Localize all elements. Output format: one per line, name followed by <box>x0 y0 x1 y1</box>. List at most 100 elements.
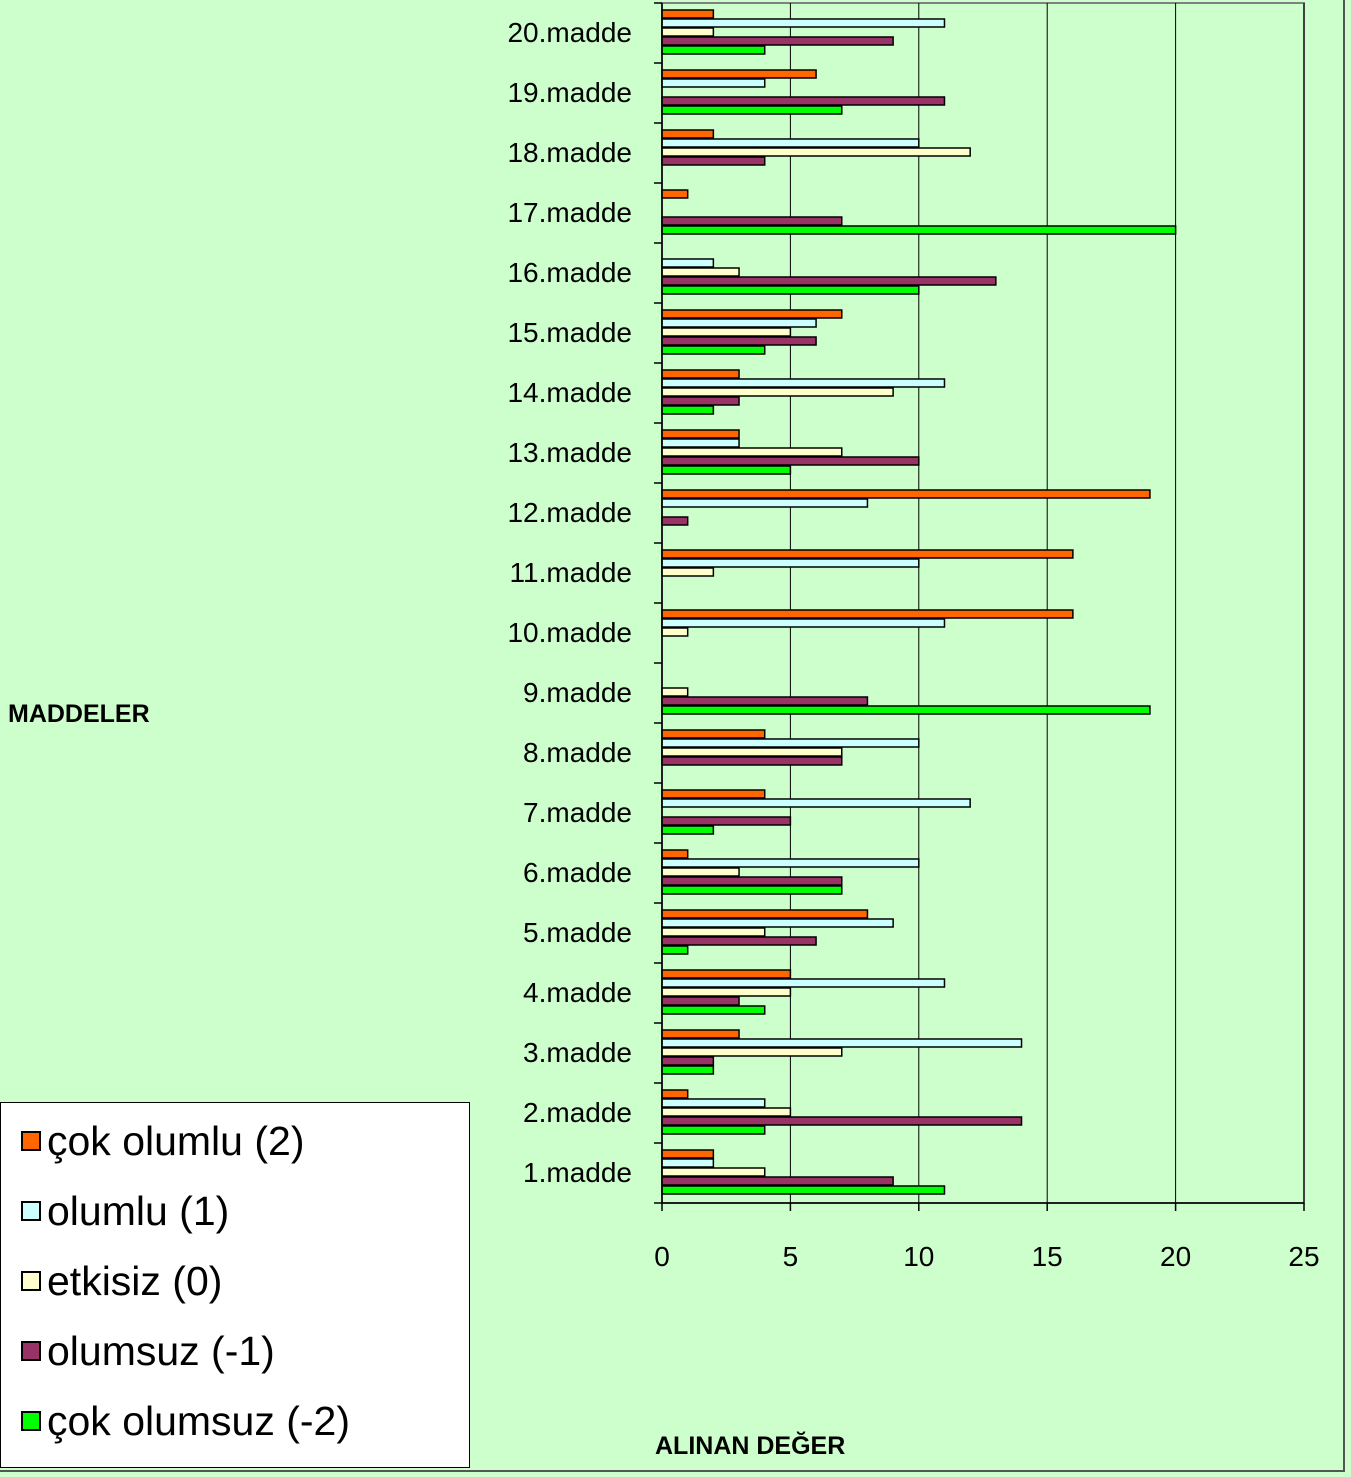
bar <box>661 309 843 319</box>
bar <box>661 1029 740 1039</box>
y-axis-title: MADDELER <box>8 700 150 728</box>
bar <box>661 789 766 799</box>
bar <box>661 978 946 988</box>
category-label: 3.madde <box>523 1037 632 1068</box>
category-label: 20.madde <box>507 17 632 48</box>
bar <box>661 1065 715 1075</box>
legend-label: etkisiz (0) <box>47 1257 223 1304</box>
bar <box>661 627 689 637</box>
bar <box>661 876 843 886</box>
legend: çok olumlu (2) olumlu (1) etkisiz (0) olums… <box>0 1102 470 1468</box>
bar <box>661 225 1177 235</box>
category-label: 2.madde <box>523 1097 632 1128</box>
bar <box>661 498 869 508</box>
bar <box>661 267 740 277</box>
bar <box>661 798 971 808</box>
bar <box>661 129 715 139</box>
bar <box>661 345 766 355</box>
bar <box>661 858 920 868</box>
bar <box>661 918 894 928</box>
bar <box>661 1089 689 1099</box>
bar <box>661 927 766 937</box>
category-label: 15.madde <box>507 317 632 348</box>
bar <box>661 396 740 406</box>
legend-swatch <box>21 1131 41 1151</box>
x-axis-title: ALINAN DEĞER <box>655 1432 846 1460</box>
bar <box>661 429 740 439</box>
legend-swatch <box>21 1341 41 1361</box>
category-label: 11.madde <box>510 557 632 588</box>
bar <box>661 276 997 286</box>
legend-item: etkisiz (0) <box>21 1253 222 1309</box>
bar <box>661 189 689 199</box>
category-label: 16.madde <box>507 257 632 288</box>
bar <box>661 747 843 757</box>
bar <box>661 405 715 415</box>
bar <box>661 696 869 706</box>
category-label: 9.madde <box>523 677 632 708</box>
bar <box>661 318 817 328</box>
bar <box>661 1056 715 1066</box>
x-tick-label: 20 <box>1160 1241 1191 1272</box>
category-label: 1.madde <box>523 1157 632 1188</box>
bar <box>661 45 766 55</box>
bar <box>661 885 843 895</box>
bar <box>661 456 920 466</box>
bar <box>661 105 843 115</box>
bar <box>661 516 689 526</box>
bar <box>661 549 1074 559</box>
legend-label: olumsuz (-1) <box>47 1327 275 1374</box>
bar <box>661 489 1151 499</box>
bar <box>661 1047 843 1057</box>
category-label: 7.madde <box>523 797 632 828</box>
bar <box>661 1038 1023 1048</box>
legend-label: çok olumlu (2) <box>47 1117 305 1164</box>
legend-item: çok olumlu (2) <box>21 1113 304 1169</box>
x-tick-label: 25 <box>1288 1241 1319 1272</box>
x-tick-label: 5 <box>783 1241 799 1272</box>
bar <box>661 18 946 28</box>
category-label: 14.madde <box>507 377 632 408</box>
bar <box>661 1176 894 1186</box>
bar <box>661 687 689 697</box>
x-tick-label: 15 <box>1032 1241 1063 1272</box>
bar <box>661 567 715 577</box>
bar <box>661 147 971 157</box>
bar <box>661 36 894 46</box>
legend-label: olumlu (1) <box>47 1187 230 1234</box>
bar <box>661 216 843 226</box>
bar <box>661 336 817 346</box>
bar <box>661 138 920 148</box>
bar <box>661 705 1151 715</box>
legend-label: çok olumsuz (-2) <box>47 1397 351 1444</box>
legend-item: çok olumsuz (-2) <box>21 1393 350 1449</box>
bar <box>661 9 715 19</box>
legend-swatch <box>21 1411 41 1431</box>
bar <box>661 1125 766 1135</box>
bar <box>661 945 689 955</box>
bar <box>661 369 740 379</box>
bar <box>661 618 946 628</box>
legend-item: olumsuz (-1) <box>21 1323 275 1379</box>
bar <box>661 969 792 979</box>
bar <box>661 1149 715 1159</box>
bar <box>661 729 766 739</box>
bar <box>661 867 740 877</box>
category-label: 13.madde <box>507 437 632 468</box>
bar <box>661 738 920 748</box>
bar <box>661 1005 766 1015</box>
bar <box>661 465 792 475</box>
bar <box>661 258 715 268</box>
bar <box>661 378 946 388</box>
bar <box>661 438 740 448</box>
bar <box>661 609 1074 619</box>
bar <box>661 1098 766 1108</box>
bar <box>661 996 740 1006</box>
bar <box>661 1185 946 1195</box>
legend-swatch <box>21 1201 41 1221</box>
bar <box>661 27 715 37</box>
plot-area <box>661 2 1305 1204</box>
bar <box>661 825 715 835</box>
